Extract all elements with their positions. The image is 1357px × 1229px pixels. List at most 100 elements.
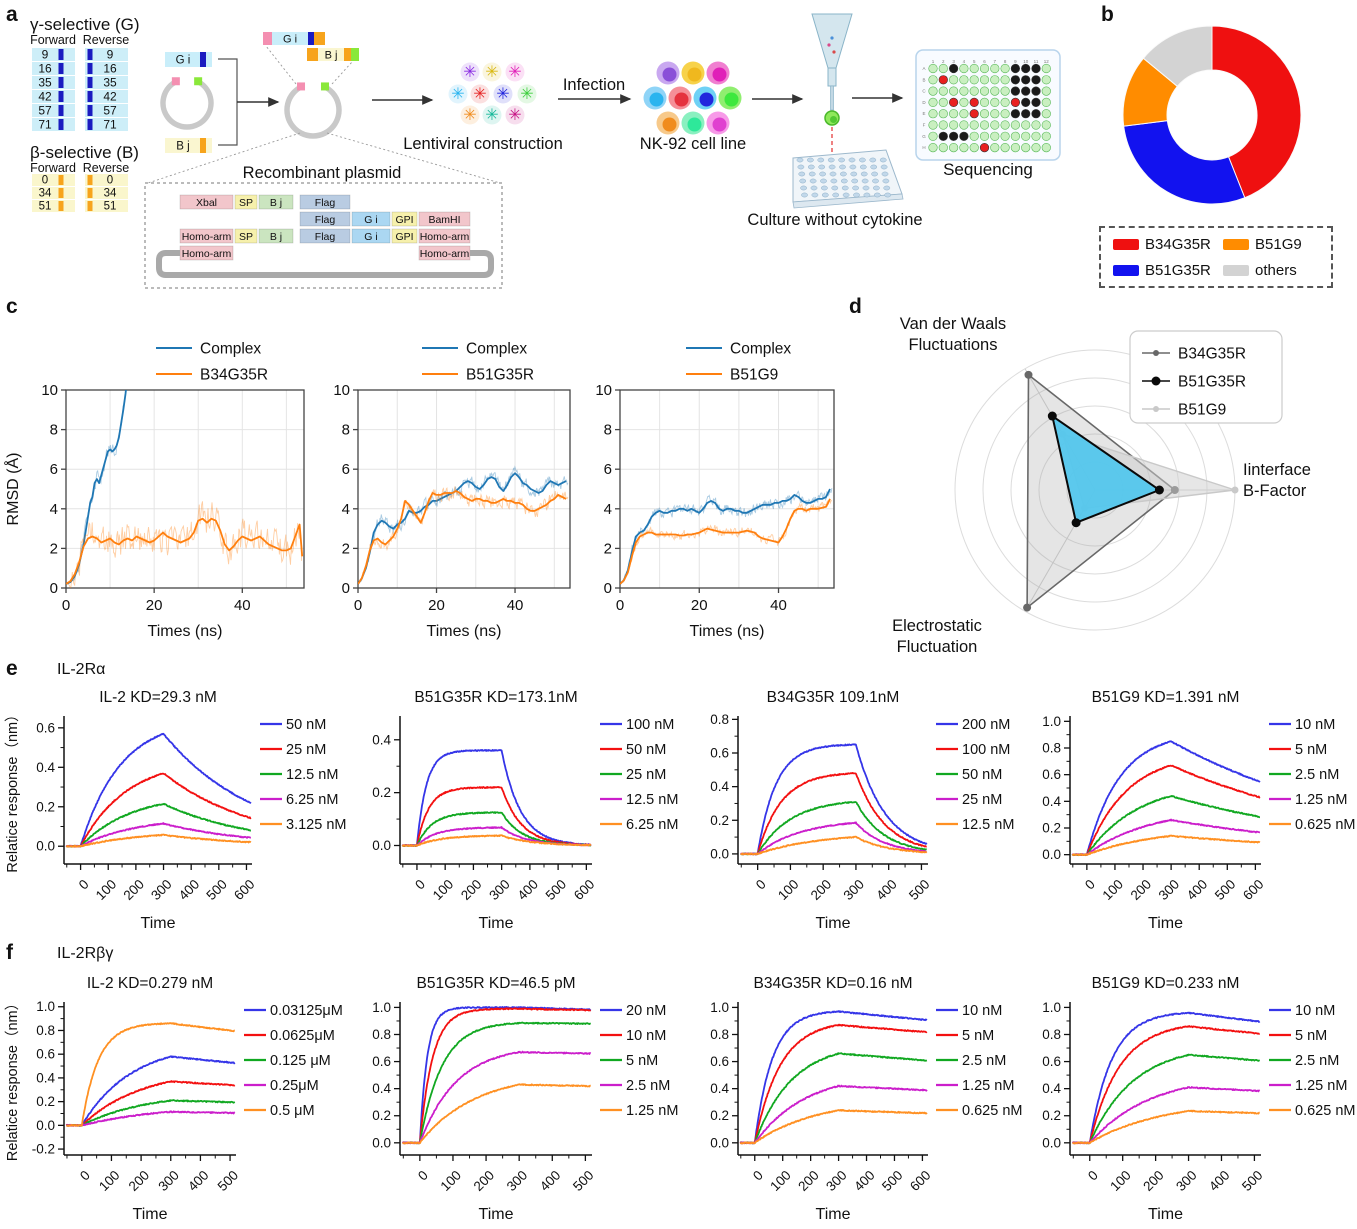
plate-well (1010, 63, 1021, 74)
y-tick-label: 6 (604, 461, 612, 478)
plate-col-label: 4 (963, 59, 966, 64)
legend-label: 5 nM (1295, 742, 1327, 758)
plate-well (959, 143, 969, 153)
spr-curve-2.5 nM (402, 1050, 592, 1145)
radar-axis-label: Fluctuation (897, 638, 978, 656)
plate-well (959, 63, 969, 74)
spr-curve-6.25 nM (401, 834, 592, 847)
plate-well (1010, 131, 1021, 141)
insert-site-pink (171, 77, 180, 86)
plate-well (948, 97, 959, 107)
x-tick-label: 400 (1184, 877, 1211, 904)
spr-curve-20 nM (402, 1006, 592, 1145)
primer-number: 71 (38, 118, 52, 132)
lentivirus-icon: ✳ (508, 64, 521, 81)
radar-axis-label: Fluctuations (909, 336, 998, 354)
rmsd-chart-c1: 0 2 4 6 8 10 0 20 40 Times (ns) RMSD (Å) Complex B34… (3, 341, 305, 640)
x-tick-label: 100 (767, 1168, 794, 1195)
plate-well (1021, 63, 1031, 74)
legend-label: 0.625 nM (1295, 1103, 1355, 1119)
legend-label: Complex (466, 341, 527, 358)
virus-glow (448, 84, 468, 104)
insert-site-green (320, 82, 329, 91)
y-tick-label: 0.2 (372, 1108, 391, 1123)
chart-title: B51G9 KD=1.391 nM (1092, 689, 1240, 706)
plate-well (979, 131, 990, 141)
plate-well (1010, 75, 1021, 85)
x-tick-label: 40 (234, 597, 251, 614)
y-tick-label: 10 (595, 382, 612, 399)
donut-chart (1122, 25, 1302, 205)
x-tick-label: 500 (879, 1168, 906, 1195)
chart-title: IL-2 KD=29.3 nM (99, 689, 217, 706)
x-tick-label: 20 (146, 597, 163, 614)
plate-well (1021, 75, 1031, 85)
y-tick-label: 2 (342, 540, 350, 557)
plasmid-element-label: GPI (395, 214, 413, 226)
y-tick-label: 0.4 (1042, 794, 1061, 809)
plasmid-element-label: SP (239, 231, 253, 243)
y-tick-label: 4 (50, 501, 58, 518)
plasmid-element (299, 194, 351, 210)
plate-row-label: A (922, 66, 925, 71)
primer-number: 0 (107, 175, 113, 187)
legend-swatch (1223, 239, 1249, 250)
virus-glow (517, 84, 537, 104)
legend-label: 1.25 nM (962, 1078, 1014, 1094)
plate-row-label: D (922, 100, 926, 105)
legend-label: 10 nM (626, 1028, 666, 1044)
plasmid-element (351, 228, 391, 244)
plate-well (979, 109, 990, 119)
radar-axis-label: Van der Waals (900, 315, 1006, 333)
x-tick-label: 400 (176, 877, 203, 904)
plate-well (1031, 75, 1041, 85)
legend-label: B34G35R (200, 367, 268, 384)
y-tick-label: 0.6 (710, 746, 729, 761)
column-header: Forward (30, 33, 76, 47)
primer-number: 9 (107, 48, 114, 62)
plate-well (1010, 97, 1021, 107)
chart-title: B34G35R 109.1nM (767, 689, 900, 706)
spr-curve-50 nM (401, 786, 592, 847)
legend-label: 50 nM (962, 767, 1002, 783)
y-tick-label: 4 (604, 501, 612, 518)
y-tick-label: 0.4 (710, 779, 729, 794)
plate-well (928, 86, 938, 96)
legend-label: 2.5 nM (1295, 1053, 1339, 1069)
y-tick-label: 4 (342, 501, 350, 518)
y-axis-label: Relatice response（nm） (4, 707, 21, 872)
plasmid-element-label: B j (270, 231, 282, 243)
donut-slice-others (1142, 25, 1213, 88)
plate-well (928, 109, 938, 119)
plasmid-backbone (160, 78, 214, 130)
spr-curve-12.5 nM (65, 802, 252, 848)
column-header: Forward (30, 161, 76, 175)
culture-without-cytokine-label: Culture without cytokine (747, 211, 922, 229)
plate-well (928, 75, 938, 85)
plate-well (979, 143, 990, 153)
x-tick-label: 100 (93, 877, 120, 904)
plate-well (1021, 109, 1031, 119)
plate-well (969, 143, 979, 153)
plate-well (1041, 86, 1051, 96)
spr-curve-1.25 nM (1072, 1086, 1261, 1145)
legend-label: 0.0625μM (270, 1028, 335, 1044)
x-tick-label: 300 (1173, 1168, 1200, 1195)
legend-item: others (1223, 262, 1297, 279)
plate-well (1000, 131, 1010, 141)
bj-label: B j (176, 141, 189, 153)
plasmid-element-label: Flag (315, 214, 336, 226)
plate-well (948, 131, 959, 141)
spr-chart-f2: B51G35R KD=46.5 pM 0.0 0.2 0.4 0.6 0.8 1.0 0 100… (372, 975, 678, 1223)
virus-glow (460, 105, 480, 125)
plasmid-element-label: Homo-arm (182, 248, 232, 260)
plate-row-label: B (922, 77, 925, 82)
x-tick-label: 0 (616, 597, 624, 614)
plate-well (1031, 63, 1041, 74)
y-tick-label: 2 (604, 540, 612, 557)
legend-label: 200 nM (962, 717, 1010, 733)
spr-chart-f4: B51G9 KD=0.233 nM0.00.20.40.60.81.00 100 2… (1042, 975, 1355, 1223)
y-tick-label: 1.0 (372, 1000, 391, 1015)
plate-col-label: 10 (1023, 59, 1029, 64)
y-tick-label: 1.0 (36, 999, 55, 1014)
